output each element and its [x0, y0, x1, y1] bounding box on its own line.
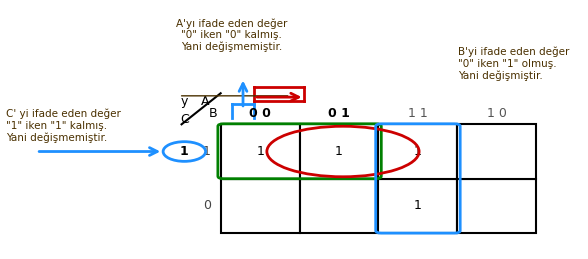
Text: 0 1: 0 1 — [328, 107, 350, 120]
Text: 1: 1 — [256, 145, 264, 158]
Bar — [379, 179, 457, 233]
Text: 1: 1 — [414, 199, 422, 212]
Bar — [379, 124, 457, 179]
Text: A: A — [201, 95, 209, 107]
Text: 0: 0 — [203, 199, 211, 212]
Text: 0 0: 0 0 — [249, 107, 271, 120]
Bar — [457, 124, 536, 179]
Bar — [299, 124, 379, 179]
Text: y: y — [181, 95, 188, 107]
Bar — [220, 124, 299, 179]
Text: C: C — [180, 113, 189, 126]
Text: 1: 1 — [335, 145, 343, 158]
Text: 1 0: 1 0 — [487, 107, 507, 120]
Text: B: B — [209, 107, 217, 120]
Text: 1: 1 — [414, 145, 422, 158]
Text: A'yı ifade eden değer
"0" iken "0" kalmış.
Yani değişmemiştir.: A'yı ifade eden değer "0" iken "0" kalmı… — [176, 18, 288, 52]
Bar — [457, 179, 536, 233]
Text: 1: 1 — [203, 145, 211, 158]
Bar — [299, 179, 379, 233]
Text: C' yi ifade eden değer
"1" iken "1" kalmış.
Yani değişmemiştir.: C' yi ifade eden değer "1" iken "1" kalm… — [6, 109, 121, 143]
Bar — [220, 179, 299, 233]
Text: 1: 1 — [180, 145, 189, 158]
Text: B'yi ifade eden değer
"0" iken "1" olmuş.
Yani değişmiştir.: B'yi ifade eden değer "0" iken "1" olmuş… — [458, 47, 569, 81]
Text: 1 1: 1 1 — [408, 107, 428, 120]
